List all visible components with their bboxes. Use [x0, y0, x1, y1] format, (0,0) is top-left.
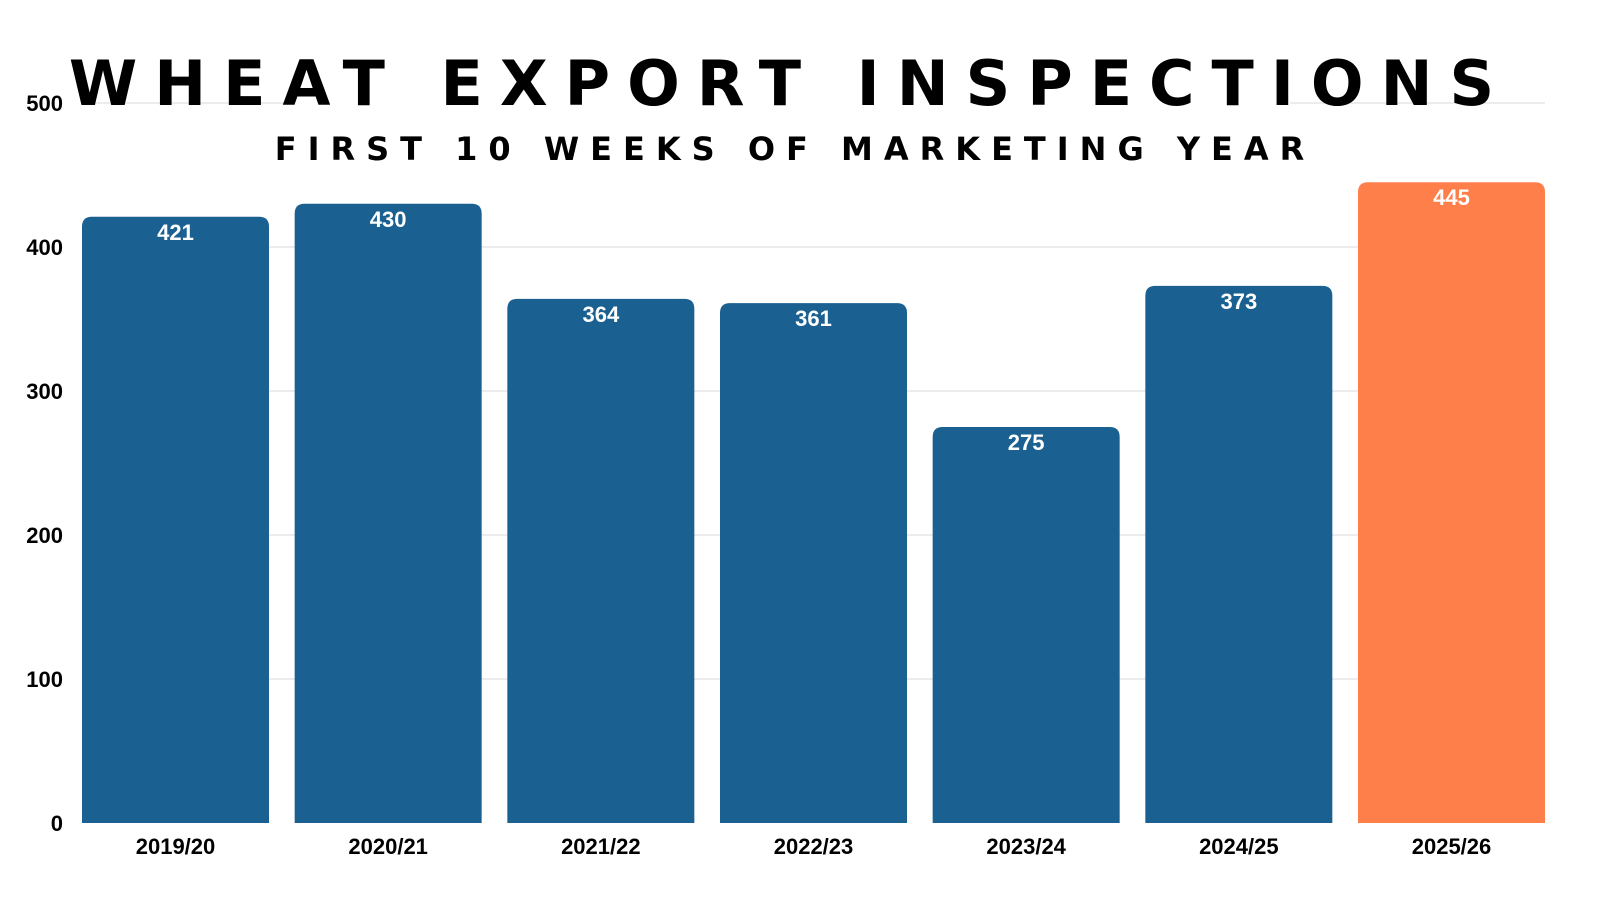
- x-tick-label: 2023/24: [986, 834, 1066, 859]
- bar-2022-23: [720, 303, 907, 823]
- x-tick-label: 2022/23: [774, 834, 854, 859]
- y-tick-label: 0: [51, 811, 63, 836]
- y-tick-label: 500: [26, 91, 63, 116]
- title-backdrop: [295, 45, 1290, 120]
- bar-2019-20: [82, 216, 269, 823]
- x-tick-label: 2025/26: [1412, 834, 1492, 859]
- y-tick-label: 300: [26, 379, 63, 404]
- y-tick-label: 400: [26, 235, 63, 260]
- chart-title: WHEAT EXPORT INSPECTIONS: [69, 47, 1511, 120]
- data-label: 364: [582, 302, 619, 327]
- x-tick-label: 2024/25: [1199, 834, 1279, 859]
- data-label: 373: [1220, 289, 1257, 314]
- data-label: 445: [1433, 185, 1470, 210]
- x-tick-label: 2020/21: [348, 834, 428, 859]
- data-label: 275: [1008, 430, 1045, 455]
- bar-2021-22: [507, 298, 695, 824]
- y-tick-label: 200: [26, 523, 63, 548]
- bar-2025-26: [1358, 182, 1545, 823]
- data-label: 430: [370, 207, 407, 232]
- x-tick-label: 2021/22: [561, 834, 641, 859]
- x-axis: 2019/20 2020/21 2021/22 2022/23 2023/24 2024/…: [136, 834, 1492, 859]
- bar-2020-21: [294, 203, 482, 824]
- chart-subtitle: FIRST 10 WEEKS OF MARKETING YEAR: [275, 130, 1316, 168]
- bar-2024-25: [1145, 285, 1333, 823]
- x-tick-label: 2019/20: [136, 834, 216, 859]
- y-axis: 0 100 200 300 400 500: [26, 91, 63, 836]
- bar-2023-24: [932, 427, 1120, 823]
- y-tick-label: 100: [26, 667, 63, 692]
- data-label: 421: [157, 220, 194, 245]
- bars: 421 430 364 361 275 373 445: [82, 182, 1545, 824]
- data-label: 361: [795, 306, 832, 331]
